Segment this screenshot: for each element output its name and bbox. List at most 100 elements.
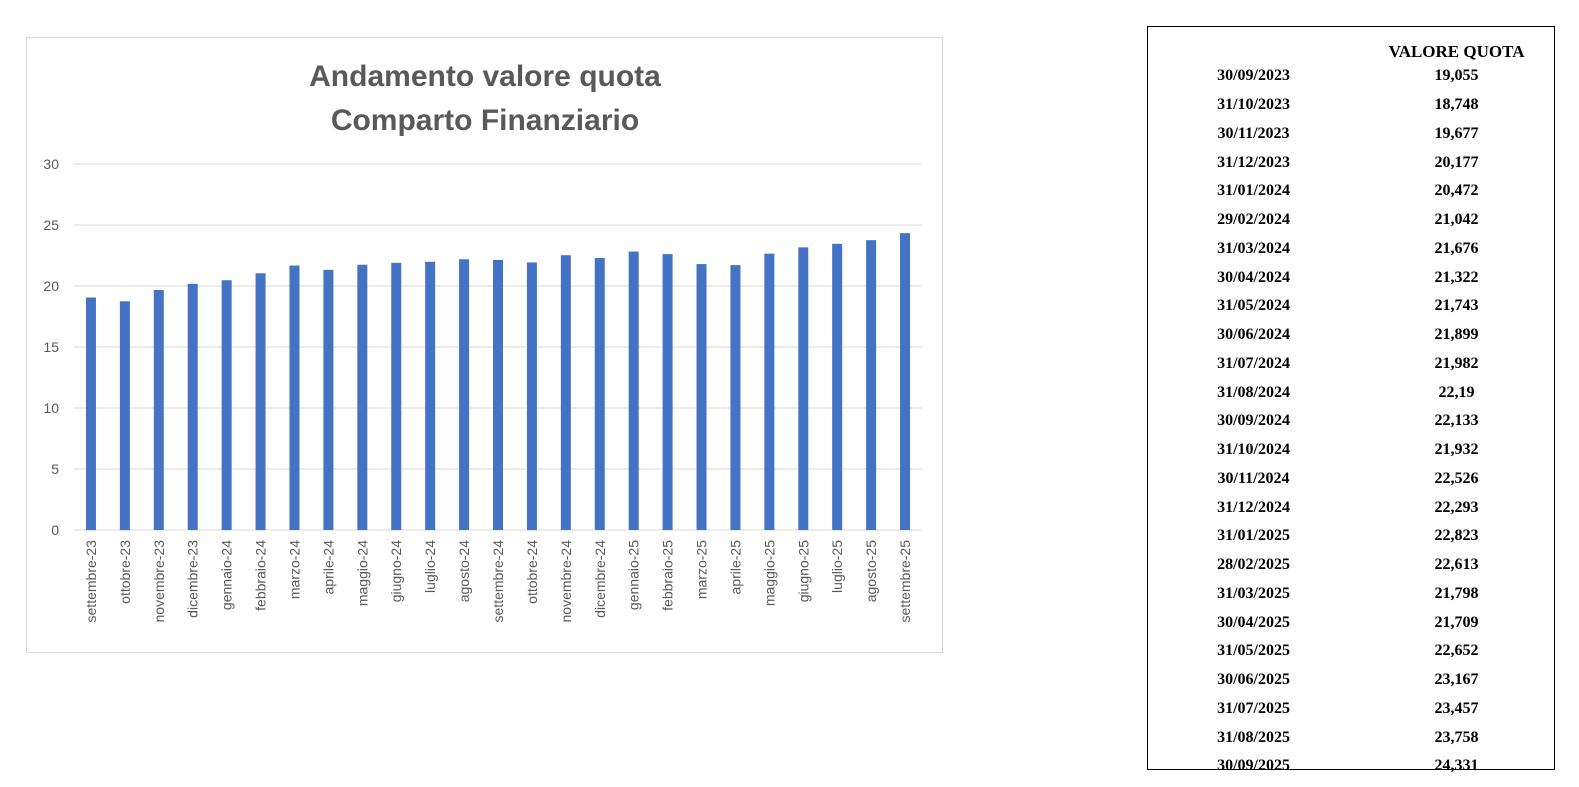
x-tick-label: gennaio-24 [219,540,235,610]
bar [764,253,775,530]
bar [594,258,605,530]
table-row: 31/07/2025 23,457 [1148,695,1554,724]
bar [357,264,368,530]
bar [662,254,673,530]
row-value: 21,676 [1434,239,1479,257]
row-date: 31/10/2023 [1217,96,1290,114]
row-date: 30/11/2023 [1217,124,1290,142]
x-tick-label: febbraio-24 [253,540,269,611]
x-tick-label: aprile-25 [727,540,743,595]
row-value: 18,748 [1434,96,1479,114]
row-value: 19,677 [1434,124,1479,142]
row-date: 28/02/2025 [1217,556,1290,574]
chart-title-line-1: Andamento valore quota [309,60,661,93]
x-tick-label: maggio-24 [354,540,370,606]
x-tick-label: agosto-25 [863,540,879,602]
table-row: 31/07/2024 21,982 [1148,350,1554,379]
x-tick-label: giugno-24 [388,540,404,602]
bar [255,273,266,530]
row-date: 31/07/2024 [1217,354,1290,372]
x-tick-label: gennaio-25 [626,540,642,610]
bar [628,251,639,531]
row-date: 30/11/2024 [1217,469,1290,487]
bar [153,289,164,530]
row-date: 30/04/2024 [1217,268,1290,286]
table-row: 31/03/2025 21,798 [1148,580,1554,609]
y-axis: 0 5 10 15 20 25 30 [43,156,59,538]
row-date: 31/05/2024 [1217,297,1290,315]
table-row: 31/08/2024 22,19 [1148,378,1554,407]
x-tick-label: ottobre-23 [117,540,133,604]
table-row: 30/04/2024 21,322 [1148,263,1554,292]
x-axis: settembre-23 ottobre-23 novembre-23 dicembr… [83,540,913,623]
table-row: 30/06/2024 21,899 [1148,321,1554,350]
bars [85,233,911,531]
x-tick-label: luglio-24 [422,540,438,593]
table-row: 31/10/2024 21,932 [1148,436,1554,465]
table-row: 28/02/2025 22,613 [1148,551,1554,580]
y-tick-label: 30 [43,156,59,172]
x-tick-label: luglio-25 [829,540,845,593]
header-valore-quota: VALORE QUOTA [1388,42,1525,61]
row-value: 22,19 [1438,383,1475,401]
table-row: 31/12/2024 22,293 [1148,493,1554,522]
bar-chart: Andamento valore quota Comparto Finanzia… [43,60,922,623]
x-tick-label: marzo-24 [286,540,302,599]
row-value: 23,167 [1434,671,1479,689]
table-row: 30/09/2024 22,133 [1148,407,1554,436]
y-tick-label: 5 [51,461,59,477]
row-value: 21,042 [1434,211,1479,229]
table-row: 31/05/2024 21,743 [1148,292,1554,321]
x-tick-label: ottobre-24 [524,540,540,604]
row-date: 31/12/2024 [1217,498,1290,516]
row-value: 19,055 [1434,67,1479,85]
y-tick-label: 25 [43,217,59,233]
bar [798,247,809,530]
x-tick-label: marzo-25 [694,540,710,599]
bar [221,280,232,530]
row-value: 21,899 [1434,326,1479,344]
header-date [1148,27,1359,62]
x-tick-label: agosto-24 [456,540,472,602]
row-date: 30/06/2025 [1217,671,1290,689]
row-date: 30/09/2024 [1217,412,1290,430]
x-tick-label: settembre-24 [490,540,506,623]
row-date: 31/10/2024 [1217,441,1290,459]
row-date: 31/12/2023 [1217,153,1290,171]
row-date: 31/01/2025 [1217,527,1290,545]
table-row: 31/08/2025 23,758 [1148,723,1554,752]
row-date: 30/04/2025 [1217,613,1290,631]
table-header-row: VALORE QUOTA [1148,27,1554,62]
table-row: 29/02/2024 21,042 [1148,206,1554,235]
table-row: 30/04/2025 21,709 [1148,608,1554,637]
row-value: 22,133 [1434,412,1479,430]
bar [493,259,503,530]
x-tick-label: maggio-25 [761,540,777,606]
x-tick-label: dicembre-23 [185,540,201,618]
bar [187,283,198,530]
table-row: 30/06/2025 23,167 [1148,666,1554,695]
y-tick-label: 0 [51,522,59,538]
table-row: 31/05/2025 22,652 [1148,637,1554,666]
chart-title-line-2: Comparto Finanziario [331,104,639,137]
table-row: 30/09/2025 24,331 [1148,752,1554,781]
table-body: 30/09/2023 19,055 31/10/2023 18,748 30/11/20… [1148,62,1554,781]
x-tick-label: dicembre-24 [592,540,608,618]
bar [119,301,130,530]
table-row: 31/01/2025 22,823 [1148,522,1554,551]
y-tick-label: 20 [43,278,59,294]
row-value: 22,613 [1434,556,1479,574]
row-value: 22,293 [1434,498,1479,516]
row-value: 23,457 [1434,699,1479,717]
row-value: 20,472 [1434,182,1479,200]
bar [866,240,877,530]
valore-quota-table: VALORE QUOTA 30/09/2023 19,055 31/10/2023 1… [1147,26,1555,774]
row-value: 21,798 [1434,584,1479,602]
bar [85,297,96,530]
bar [459,259,470,530]
row-date: 31/01/2024 [1217,182,1290,200]
x-tick-label: giugno-25 [795,540,811,602]
bar [696,264,707,530]
row-date: 30/09/2023 [1217,67,1290,85]
y-tick-label: 10 [43,400,59,416]
